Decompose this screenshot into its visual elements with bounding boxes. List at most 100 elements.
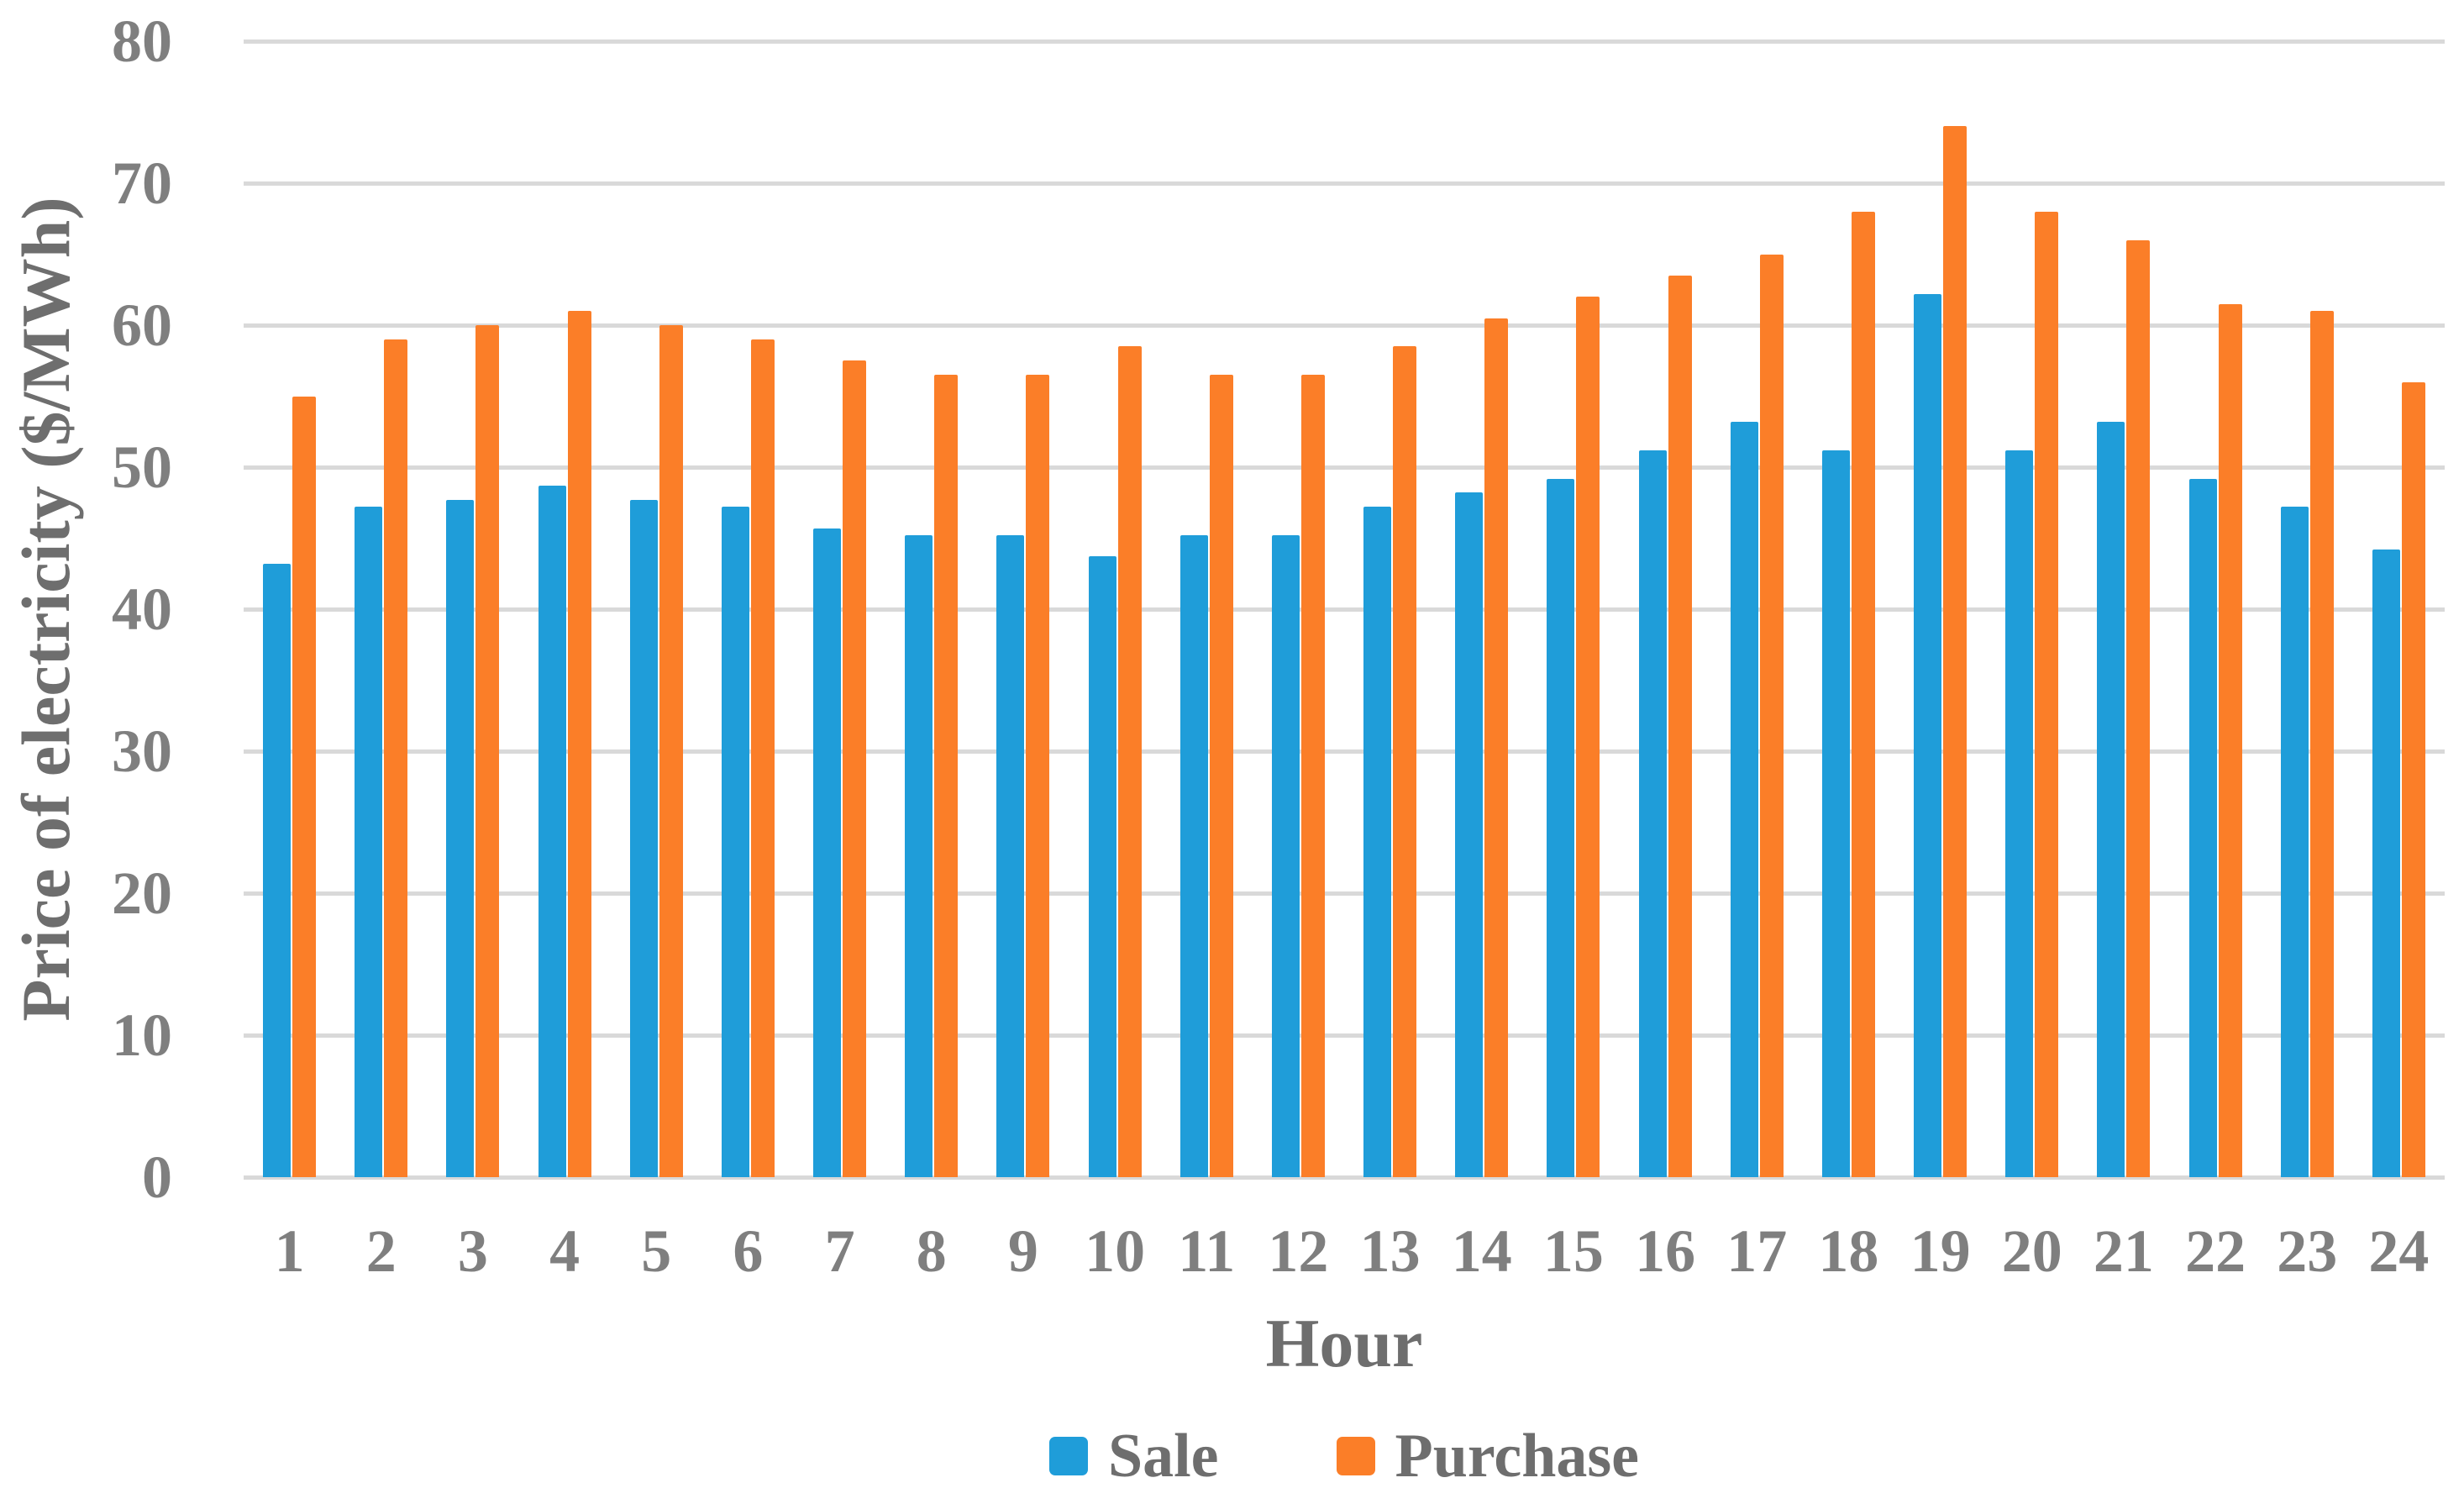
gridline-y-0 — [244, 1175, 2445, 1180]
bar-purchase-hour-9 — [1026, 375, 1050, 1177]
bar-sale-hour-11 — [1179, 535, 1208, 1177]
bar-sale-hour-12 — [1271, 535, 1300, 1177]
bar-sale-hour-2 — [355, 507, 383, 1177]
bar-sale-hour-15 — [1547, 478, 1575, 1177]
legend-swatch-sale — [1048, 1437, 1088, 1475]
bar-purchase-hour-11 — [1209, 375, 1233, 1177]
x-axis-title: Hour — [1265, 1305, 1423, 1381]
x-tick-label-17: 17 — [1726, 1217, 1788, 1285]
x-tick-label-8: 8 — [916, 1217, 947, 1285]
bar-purchase-hour-2 — [384, 339, 408, 1177]
gridline-y-20 — [244, 891, 2445, 896]
x-tick-label-3: 3 — [457, 1217, 488, 1285]
bar-sale-hour-22 — [2188, 478, 2217, 1177]
x-tick-label-19: 19 — [1910, 1217, 1971, 1285]
bar-sale-hour-6 — [721, 507, 749, 1177]
bar-purchase-hour-22 — [2218, 303, 2242, 1177]
bar-sale-hour-10 — [1088, 556, 1116, 1177]
bar-sale-hour-5 — [629, 499, 658, 1177]
y-tick-label-30: 30 — [112, 718, 172, 785]
x-tick-label-2: 2 — [365, 1217, 397, 1285]
y-tick-label-80: 80 — [112, 8, 172, 75]
bar-sale-hour-21 — [2097, 421, 2125, 1177]
x-tick-label-22: 22 — [2185, 1217, 2246, 1285]
bar-purchase-hour-6 — [750, 339, 775, 1177]
legend: Sale Purchase — [244, 1420, 2445, 1492]
bar-purchase-hour-1 — [292, 396, 317, 1177]
gridline-y-10 — [244, 1033, 2445, 1038]
bar-sale-hour-18 — [1821, 450, 1850, 1177]
x-tick-label-21: 21 — [2093, 1217, 2154, 1285]
y-tick-label-0: 0 — [142, 1144, 172, 1211]
x-tick-label-16: 16 — [1635, 1217, 1696, 1285]
y-tick-label-50: 50 — [112, 434, 172, 501]
bar-purchase-hour-5 — [659, 325, 683, 1177]
bar-purchase-hour-16 — [1668, 275, 1692, 1177]
bar-purchase-hour-24 — [2401, 381, 2425, 1177]
x-tick-label-13: 13 — [1359, 1217, 1421, 1285]
bar-sale-hour-17 — [1730, 421, 1758, 1177]
bar-sale-hour-7 — [813, 528, 842, 1177]
bar-purchase-hour-21 — [2126, 239, 2151, 1177]
x-tick-label-9: 9 — [1007, 1217, 1038, 1285]
y-tick-label-70: 70 — [112, 150, 172, 217]
x-tick-label-14: 14 — [1451, 1217, 1512, 1285]
x-tick-label-1: 1 — [274, 1217, 305, 1285]
bar-purchase-hour-14 — [1484, 318, 1509, 1177]
bar-purchase-hour-20 — [2035, 211, 2059, 1177]
y-tick-label-10: 10 — [112, 1002, 172, 1069]
bar-purchase-hour-17 — [1759, 254, 1784, 1177]
bar-purchase-hour-13 — [1393, 346, 1417, 1177]
bar-purchase-hour-4 — [567, 311, 591, 1177]
legend-item-purchase: Purchase — [1336, 1422, 1640, 1491]
gridline-y-40 — [244, 607, 2445, 612]
gridline-y-80 — [244, 39, 2445, 44]
x-tick-label-4: 4 — [549, 1217, 581, 1285]
bar-sale-hour-8 — [905, 535, 933, 1177]
bar-sale-hour-19 — [1914, 293, 1942, 1177]
x-tick-label-23: 23 — [2277, 1217, 2338, 1285]
y-tick-label-40: 40 — [112, 576, 172, 643]
y-tick-label-20: 20 — [112, 860, 172, 927]
bar-purchase-hour-23 — [2309, 311, 2334, 1177]
gridline-y-60 — [244, 323, 2445, 328]
bar-sale-hour-20 — [2005, 450, 2034, 1177]
bar-sale-hour-1 — [263, 563, 292, 1177]
bar-sale-hour-23 — [2280, 507, 2309, 1177]
bar-sale-hour-13 — [1363, 507, 1392, 1177]
x-tick-label-10: 10 — [1085, 1217, 1146, 1285]
bar-sale-hour-3 — [446, 499, 475, 1177]
bar-purchase-hour-19 — [1943, 126, 1968, 1177]
x-tick-label-11: 11 — [1178, 1217, 1236, 1285]
legend-item-sale: Sale — [1048, 1422, 1219, 1491]
bar-purchase-hour-15 — [1576, 297, 1600, 1177]
y-tick-label-60: 60 — [112, 292, 172, 359]
x-tick-label-15: 15 — [1542, 1217, 1604, 1285]
legend-label-sale: Sale — [1107, 1422, 1219, 1491]
gridline-y-30 — [244, 749, 2445, 754]
x-tick-label-12: 12 — [1268, 1217, 1329, 1285]
x-tick-label-18: 18 — [1818, 1217, 1879, 1285]
bar-sale-hour-4 — [538, 485, 566, 1177]
x-tick-label-24: 24 — [2368, 1217, 2430, 1285]
bar-sale-hour-14 — [1455, 492, 1484, 1177]
x-tick-label-7: 7 — [824, 1217, 855, 1285]
bar-purchase-hour-12 — [1300, 375, 1325, 1177]
bar-sale-hour-24 — [2372, 550, 2400, 1177]
x-tick-label-5: 5 — [641, 1217, 672, 1285]
bar-purchase-hour-3 — [475, 325, 500, 1177]
bar-purchase-hour-8 — [934, 375, 959, 1177]
bar-sale-hour-16 — [1638, 450, 1667, 1177]
legend-swatch-purchase — [1336, 1437, 1375, 1475]
x-tick-label-20: 20 — [2001, 1217, 2062, 1285]
bar-purchase-hour-10 — [1117, 346, 1142, 1177]
bar-purchase-hour-18 — [1851, 211, 1875, 1177]
bar-sale-hour-9 — [996, 535, 1025, 1177]
bar-purchase-hour-7 — [843, 360, 867, 1177]
x-tick-label-6: 6 — [733, 1217, 764, 1285]
gridline-y-70 — [244, 181, 2445, 186]
gridline-y-50 — [244, 465, 2445, 470]
legend-label-purchase: Purchase — [1395, 1422, 1640, 1491]
